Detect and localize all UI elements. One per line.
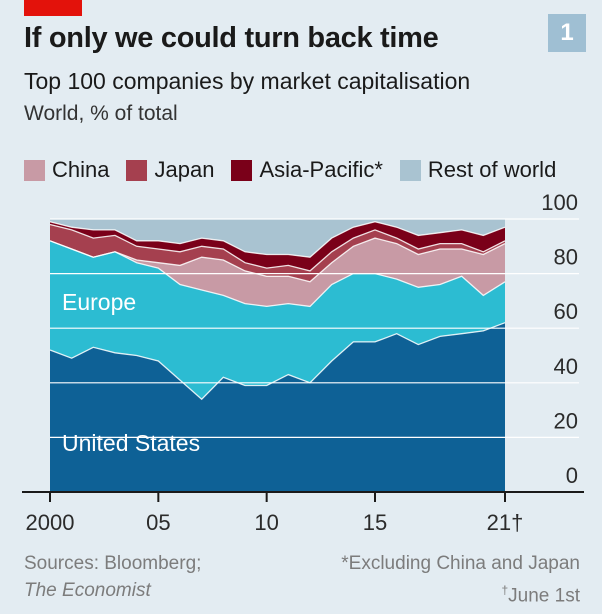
chart-unit: World, % of total xyxy=(24,102,178,125)
area-asia-pacific xyxy=(50,221,505,271)
chart-subtitle: Top 100 companies by market capitalisati… xyxy=(24,68,471,94)
y-tick-label-60: 60 xyxy=(554,299,578,324)
footnote-date: †June 1st xyxy=(341,577,580,609)
boundary-japan xyxy=(49,223,506,272)
sources: Sources: Bloomberg; The Economist xyxy=(24,550,201,604)
y-tick-label-40: 40 xyxy=(554,354,578,379)
x-tick-label-2010: 10 xyxy=(254,510,278,535)
area-rest-of-world xyxy=(50,219,505,258)
legend-item-asia-pacific: Asia-Pacific* xyxy=(231,157,383,183)
x-tick-label-2005: 05 xyxy=(146,510,170,535)
boundary-china xyxy=(49,237,506,283)
x-tick-label-2000: 2000 xyxy=(26,510,75,535)
area-europe xyxy=(50,240,505,400)
chart-number-badge: 1 xyxy=(548,14,586,52)
footnote-asia-pacific: *Excluding China and Japan xyxy=(341,553,580,574)
legend-swatch-asia-pacific xyxy=(231,159,253,181)
y-tick-label-100: 100 xyxy=(541,190,578,215)
footnotes: *Excluding China and Japan †June 1st xyxy=(341,550,580,609)
economist-red-tag xyxy=(24,0,82,16)
legend-item-china: China xyxy=(24,157,109,183)
chart-title: If only we could turn back time xyxy=(24,22,439,54)
legend-swatch-china xyxy=(24,159,45,181)
legend-label-china: China xyxy=(52,157,110,182)
area-united-states xyxy=(50,322,505,492)
legend-swatch-rest-of-world xyxy=(399,159,421,181)
area-china xyxy=(50,238,505,307)
legend-label-asia-pacific: Asia-Pacific* xyxy=(259,157,383,182)
y-tick-label-80: 80 xyxy=(554,245,578,270)
y-tick-label-0: 0 xyxy=(566,463,578,488)
sources-publication: The Economist xyxy=(24,580,151,601)
sources-line: Sources: Bloomberg; xyxy=(24,553,202,574)
boundary-europe xyxy=(49,240,506,308)
label-europe: Europe xyxy=(62,289,136,315)
legend-label-rest-of-world: Rest of world xyxy=(427,157,557,182)
boundary-asia-pacific xyxy=(49,221,506,258)
legend: China Japan Asia-Pacific* Rest of world xyxy=(24,157,573,183)
legend-item-rest-of-world: Rest of world xyxy=(399,157,557,183)
legend-label-japan: Japan xyxy=(154,157,215,182)
footnote-date-text: June 1st xyxy=(508,585,580,607)
legend-swatch-japan xyxy=(126,159,148,181)
boundary-united-states xyxy=(49,322,506,401)
legend-item-japan: Japan xyxy=(126,157,214,183)
footnote-dagger: † xyxy=(501,583,509,597)
x-tick-label-2021: 21† xyxy=(487,510,524,535)
label-united-states: United States xyxy=(62,430,200,456)
area-japan xyxy=(50,224,505,282)
x-tick-label-2015: 15 xyxy=(363,510,387,535)
y-tick-label-20: 20 xyxy=(554,408,578,433)
